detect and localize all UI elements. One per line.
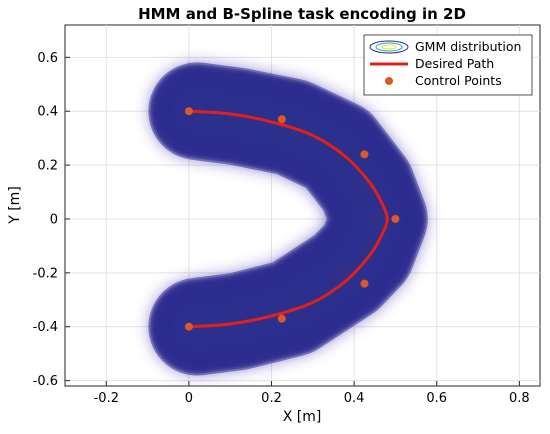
x-axis-ticks: -0.2 0 0.2 0.4 0.6 0.8: [94, 381, 530, 406]
legend-label-points: Control Points: [415, 73, 502, 88]
control-point: [360, 279, 369, 288]
y-tick-label: -0.4: [33, 320, 58, 335]
x-tick-label: 0.6: [426, 391, 447, 406]
control-point: [184, 107, 193, 116]
control-point: [184, 322, 193, 331]
control-point: [360, 150, 369, 159]
legend-label-gmm: GMM distribution: [415, 39, 521, 54]
y-tick-label: -0.2: [33, 266, 58, 281]
control-point: [277, 115, 286, 124]
y-axis-label: Y [m]: [7, 186, 23, 225]
legend-marker-icon: [385, 77, 393, 85]
y-tick-label: 0: [50, 212, 58, 227]
legend-contour-icon: [369, 40, 409, 54]
x-tick-label: 0: [185, 391, 193, 406]
y-tick-label: 0.2: [37, 159, 58, 174]
chart-title: HMM and B-Spline task encoding in 2D: [138, 5, 466, 23]
x-axis-label: X [m]: [283, 409, 322, 425]
x-tick-label: -0.2: [94, 391, 119, 406]
y-tick-label: 0.4: [37, 105, 58, 120]
y-tick-label: 0.6: [37, 51, 58, 66]
legend: GMM distribution Desired Path Control Po…: [363, 34, 533, 96]
desired-path-line: [188, 109, 389, 329]
y-axis-ticks: -0.6 -0.4 -0.2 0 0.2 0.4 0.6: [33, 51, 70, 389]
control-point: [277, 314, 286, 323]
x-tick-label: 0.4: [344, 391, 365, 406]
control-point: [391, 214, 400, 223]
legend-label-path: Desired Path: [415, 56, 494, 71]
x-tick-label: 0.8: [509, 391, 530, 406]
control-points: [184, 107, 400, 331]
y-tick-label: -0.6: [33, 374, 58, 389]
x-tick-label: 0.2: [261, 391, 282, 406]
